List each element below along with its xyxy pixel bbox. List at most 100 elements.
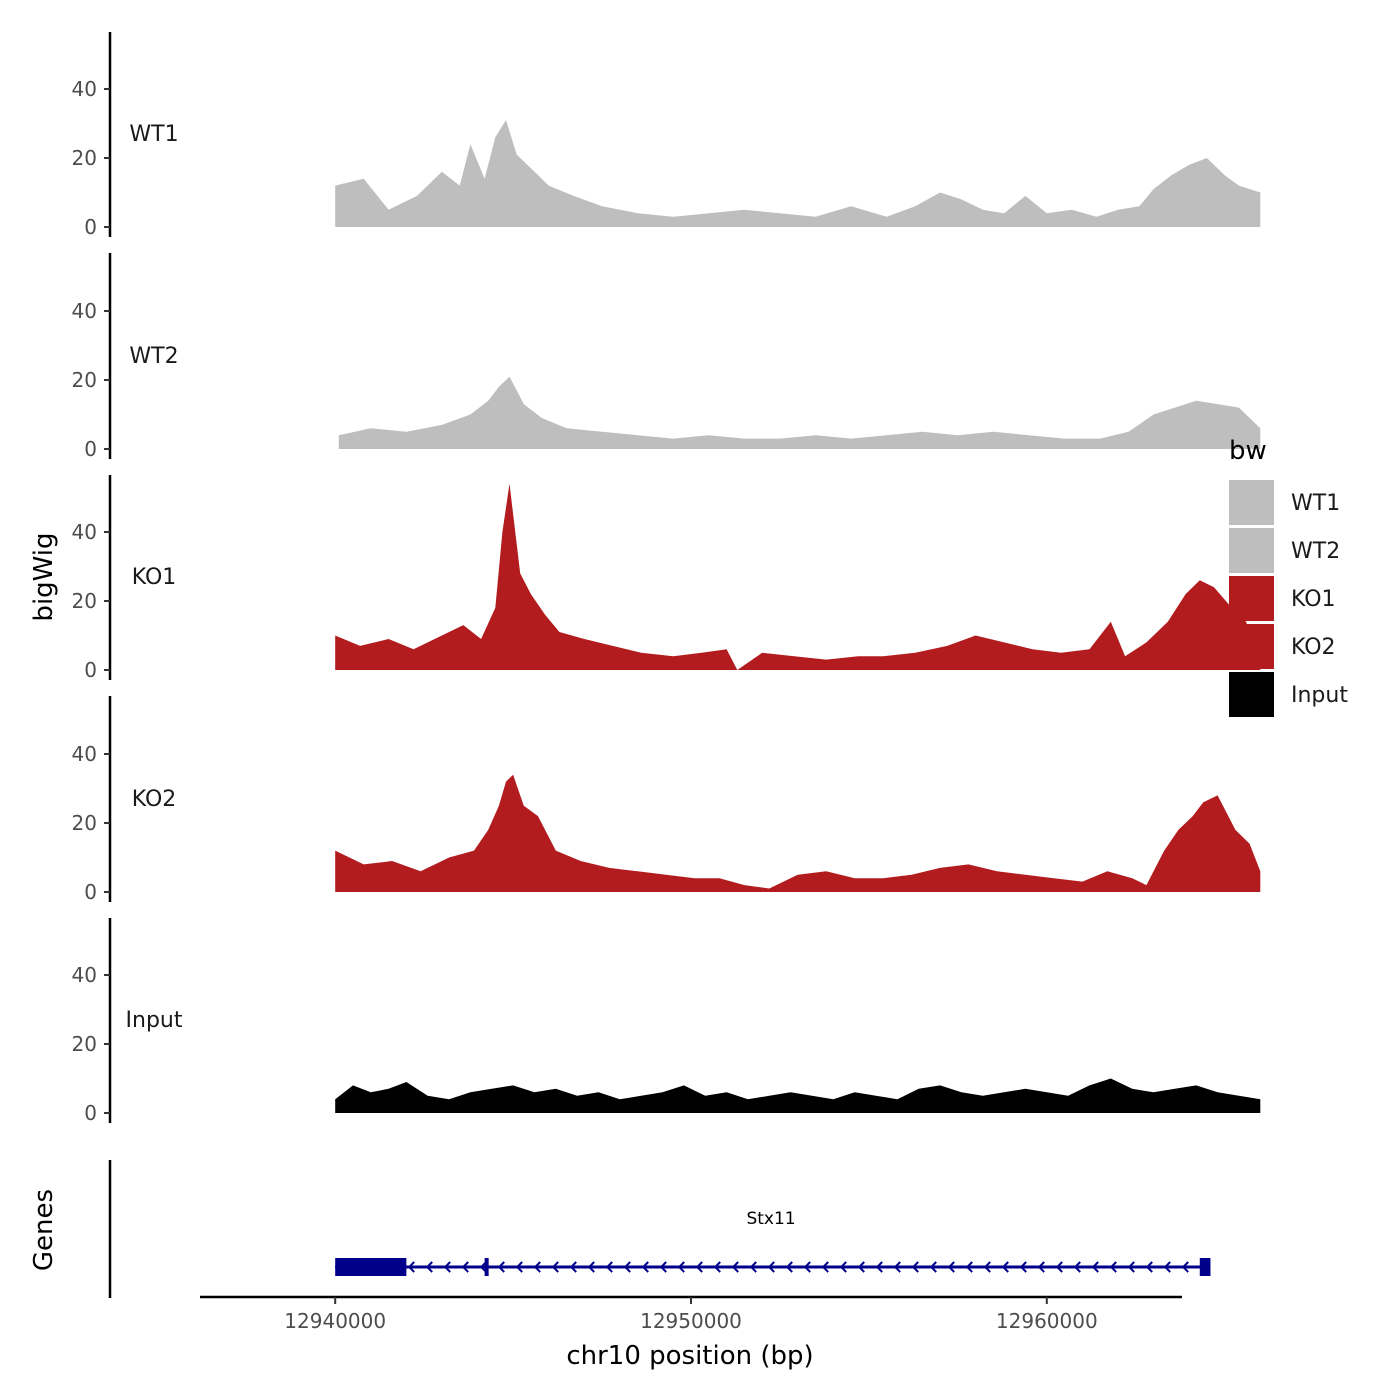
y-tick-label: 40 — [72, 299, 97, 323]
strand-arrow — [1109, 1261, 1117, 1273]
legend-label: KO2 — [1291, 635, 1336, 660]
strand-arrow — [713, 1261, 721, 1273]
y-axis-title: bigWig — [29, 532, 59, 621]
area-ko2 — [335, 774, 1261, 892]
x-axis: 12940000 12950000 12960000 — [200, 1295, 1182, 1333]
strand-arrow — [857, 1261, 865, 1273]
strand-arrow — [1001, 1261, 1009, 1273]
strand-arrow — [1055, 1261, 1063, 1273]
strand-arrow — [623, 1261, 631, 1273]
y-tick-label: 20 — [72, 589, 97, 613]
strand-arrow — [443, 1261, 451, 1273]
strand-arrow — [1145, 1261, 1153, 1273]
panel-wt2: 0 20 40 WT2 — [72, 253, 1261, 461]
strand-arrow — [659, 1261, 667, 1273]
area-ko1 — [335, 483, 1261, 670]
legend-key-wt1 — [1229, 480, 1274, 525]
strand-arrow — [1019, 1261, 1027, 1273]
area-wt2 — [338, 376, 1261, 449]
strand-arrow — [749, 1261, 757, 1273]
legend-key-input — [1229, 672, 1274, 717]
strand-arrow — [893, 1261, 901, 1273]
x-axis-title: chr10 position (bp) — [566, 1341, 813, 1371]
y-tick-label: 0 — [84, 437, 97, 461]
strand-arrow — [965, 1261, 973, 1273]
panel-label: Input — [126, 1008, 183, 1033]
y-tick-label: 20 — [72, 811, 97, 835]
strand-arrow — [731, 1261, 739, 1273]
strand-arrow — [533, 1261, 541, 1273]
strand-arrow — [785, 1261, 793, 1273]
legend-label: KO1 — [1291, 587, 1336, 612]
y-tick-label: 40 — [72, 77, 97, 101]
track-panels: 0 20 40 WT1 0 20 40 WT2 0 20 40 KO1 0 20 40 KO2 0 20 40 Inp… — [72, 32, 1261, 1125]
legend: bw WT1 WT2 KO1 KO2 Input — [1229, 436, 1348, 717]
strand-arrow — [551, 1261, 559, 1273]
y-tick-label: 40 — [72, 963, 97, 987]
strand-arrow — [929, 1261, 937, 1273]
panel-label: WT1 — [129, 122, 178, 147]
strand-arrow — [587, 1261, 595, 1273]
genes-axis-title: Genes — [29, 1189, 59, 1271]
y-tick-label: 20 — [72, 1032, 97, 1056]
strand-arrow — [875, 1261, 883, 1273]
legend-label: WT1 — [1291, 491, 1340, 516]
strand-arrow — [461, 1261, 469, 1273]
gene-label: Stx11 — [746, 1209, 795, 1229]
y-tick-label: 0 — [84, 658, 97, 682]
x-tick-label: 12950000 — [640, 1309, 742, 1333]
strand-arrow — [983, 1261, 991, 1273]
strand-arrow — [407, 1261, 415, 1273]
strand-arrow — [605, 1261, 613, 1273]
strand-arrow — [641, 1261, 649, 1273]
y-tick-label: 40 — [72, 742, 97, 766]
x-tick-label: 12940000 — [284, 1309, 386, 1333]
gene-exon — [484, 1258, 489, 1276]
panel-ko1: 0 20 40 KO1 — [72, 475, 1261, 682]
strand-arrow — [515, 1261, 523, 1273]
panel-label: KO1 — [132, 565, 177, 590]
panel-wt1: 0 20 40 WT1 — [72, 32, 1261, 239]
legend-title: bw — [1229, 436, 1267, 466]
x-tick-label: 12960000 — [996, 1309, 1098, 1333]
strand-arrow — [677, 1261, 685, 1273]
panel-label: WT2 — [129, 344, 178, 369]
strand-arrow — [821, 1261, 829, 1273]
area-input — [335, 1078, 1261, 1113]
gene-exon — [1199, 1258, 1211, 1276]
strand-arrow — [695, 1261, 703, 1273]
strand-arrow — [1163, 1261, 1171, 1273]
strand-arrow — [497, 1261, 505, 1273]
strand-arrow — [425, 1261, 433, 1273]
area-wt1 — [335, 120, 1261, 227]
panel-label: KO2 — [132, 787, 177, 812]
strand-arrow — [1181, 1261, 1189, 1273]
strand-arrow — [767, 1261, 775, 1273]
y-tick-label: 0 — [84, 1101, 97, 1125]
y-tick-label: 40 — [72, 520, 97, 544]
panel-input: 0 20 40 Input — [72, 918, 1261, 1125]
strand-arrow — [1073, 1261, 1081, 1273]
strand-arrow — [1091, 1261, 1099, 1273]
legend-label: Input — [1291, 683, 1348, 708]
strand-arrow — [479, 1261, 487, 1273]
strand-arrow — [1037, 1261, 1045, 1273]
gene-panel: Stx11 — [108, 1160, 1211, 1298]
strand-arrow — [947, 1261, 955, 1273]
y-tick-label: 0 — [84, 215, 97, 239]
legend-key-ko2 — [1229, 624, 1274, 669]
strand-arrow — [803, 1261, 811, 1273]
y-tick-label: 20 — [72, 368, 97, 392]
strand-arrow — [1127, 1261, 1135, 1273]
strand-arrow — [569, 1261, 577, 1273]
gene-exon — [335, 1258, 407, 1276]
panel-ko2: 0 20 40 KO2 — [72, 696, 1261, 904]
legend-key-wt2 — [1229, 528, 1274, 573]
y-tick-label: 20 — [72, 146, 97, 170]
legend-key-ko1 — [1229, 576, 1274, 621]
y-tick-label: 0 — [84, 880, 97, 904]
legend-label: WT2 — [1291, 539, 1340, 564]
strand-arrow — [911, 1261, 919, 1273]
strand-arrow — [839, 1261, 847, 1273]
